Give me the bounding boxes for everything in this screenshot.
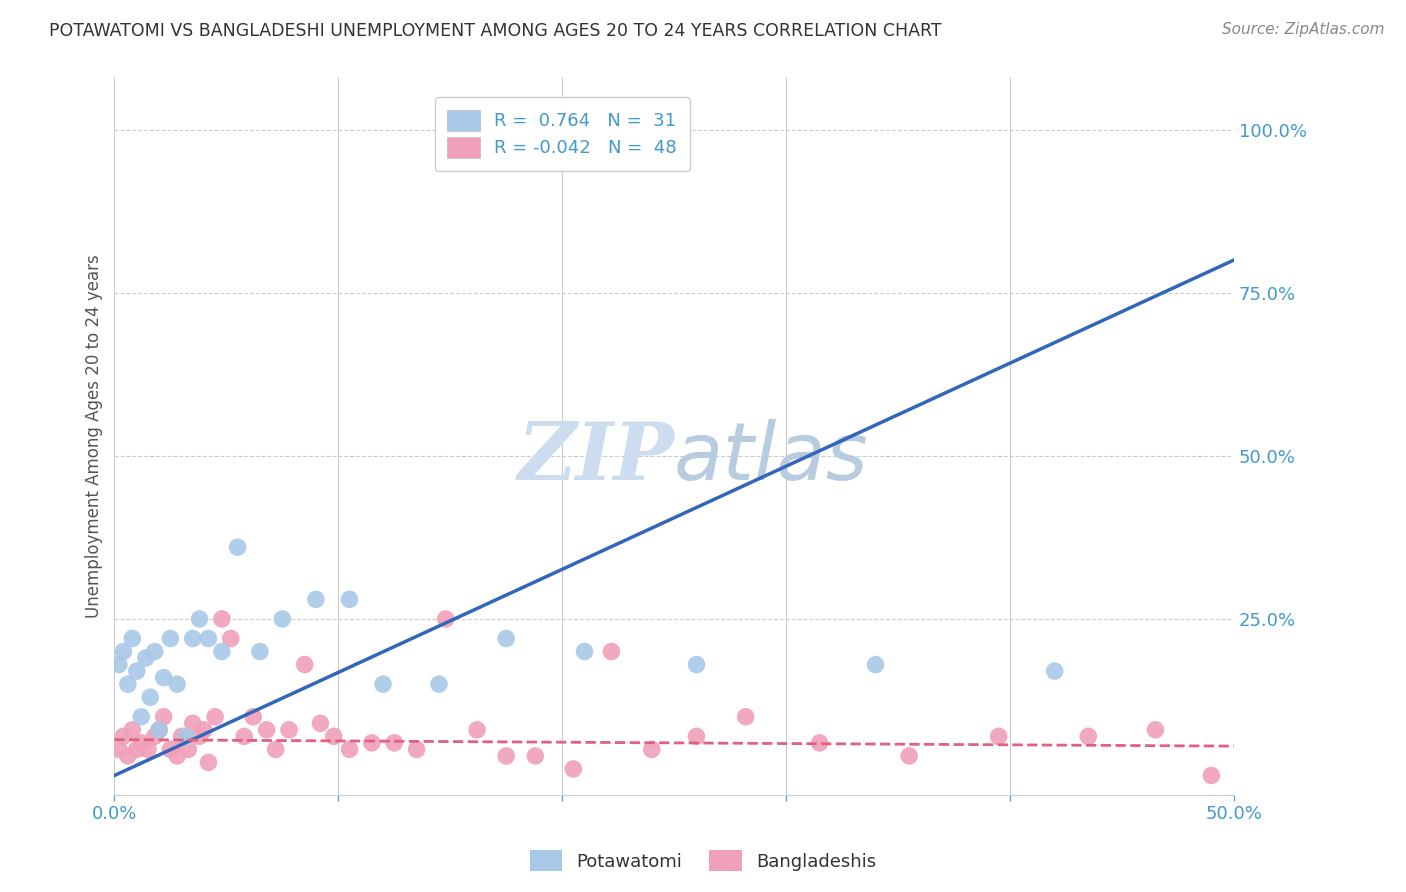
Point xyxy=(129,710,152,724)
Text: ZIP: ZIP xyxy=(517,419,673,497)
Point xyxy=(152,710,174,724)
Point xyxy=(233,730,256,744)
Point xyxy=(148,723,170,737)
Text: atlas: atlas xyxy=(673,418,869,497)
Point xyxy=(339,592,361,607)
Point xyxy=(188,730,211,744)
Point xyxy=(136,742,159,756)
Point xyxy=(159,742,181,756)
Point xyxy=(166,677,188,691)
Legend: Potawatomi, Bangladeshis: Potawatomi, Bangladeshis xyxy=(522,843,884,879)
Point xyxy=(170,730,193,744)
Point xyxy=(174,730,197,744)
Point xyxy=(808,736,831,750)
Point xyxy=(734,710,756,724)
Point xyxy=(108,657,131,672)
Point xyxy=(139,690,162,705)
Point xyxy=(1043,664,1066,678)
Point xyxy=(249,644,271,658)
Point xyxy=(685,657,707,672)
Point xyxy=(125,664,148,678)
Point xyxy=(685,730,707,744)
Y-axis label: Unemployment Among Ages 20 to 24 years: Unemployment Among Ages 20 to 24 years xyxy=(86,254,103,618)
Point xyxy=(135,651,157,665)
Point xyxy=(339,742,361,756)
Point xyxy=(197,756,219,770)
Point xyxy=(641,742,664,756)
Point xyxy=(434,612,457,626)
Text: Source: ZipAtlas.com: Source: ZipAtlas.com xyxy=(1222,22,1385,37)
Point xyxy=(898,748,921,763)
Point xyxy=(574,644,596,658)
Point xyxy=(121,632,143,646)
Legend: R =  0.764   N =  31, R = -0.042   N =  48: R = 0.764 N = 31, R = -0.042 N = 48 xyxy=(434,97,689,170)
Point xyxy=(197,632,219,646)
Point xyxy=(382,736,405,750)
Point xyxy=(219,632,242,646)
Point xyxy=(117,748,139,763)
Point xyxy=(278,723,301,737)
Point xyxy=(242,710,264,724)
Point xyxy=(193,723,215,737)
Point xyxy=(264,742,287,756)
Point xyxy=(117,677,139,691)
Point xyxy=(143,644,166,658)
Point xyxy=(181,632,204,646)
Point xyxy=(1077,730,1099,744)
Point xyxy=(129,736,152,750)
Point xyxy=(600,644,623,658)
Point xyxy=(309,716,332,731)
Point xyxy=(211,612,233,626)
Point xyxy=(177,742,200,756)
Point xyxy=(108,742,131,756)
Point xyxy=(148,723,170,737)
Point xyxy=(204,710,226,724)
Point xyxy=(524,748,547,763)
Point xyxy=(125,742,148,756)
Point xyxy=(112,644,135,658)
Point xyxy=(427,677,450,691)
Point xyxy=(322,730,344,744)
Point xyxy=(112,730,135,744)
Point xyxy=(865,657,887,672)
Point xyxy=(188,612,211,626)
Point xyxy=(121,723,143,737)
Point xyxy=(495,632,517,646)
Point xyxy=(152,671,174,685)
Point xyxy=(1201,768,1223,782)
Point xyxy=(166,748,188,763)
Point xyxy=(211,644,233,658)
Point xyxy=(271,612,294,626)
Point xyxy=(143,730,166,744)
Point xyxy=(405,742,427,756)
Text: POTAWATOMI VS BANGLADESHI UNEMPLOYMENT AMONG AGES 20 TO 24 YEARS CORRELATION CHA: POTAWATOMI VS BANGLADESHI UNEMPLOYMENT A… xyxy=(49,22,942,40)
Point xyxy=(181,716,204,731)
Point xyxy=(294,657,316,672)
Point xyxy=(562,762,585,776)
Point xyxy=(495,748,517,763)
Point xyxy=(465,723,488,737)
Point xyxy=(159,632,181,646)
Point xyxy=(256,723,278,737)
Point xyxy=(305,592,328,607)
Point xyxy=(226,540,249,554)
Point xyxy=(371,677,394,691)
Point xyxy=(1144,723,1167,737)
Point xyxy=(987,730,1010,744)
Point xyxy=(360,736,382,750)
